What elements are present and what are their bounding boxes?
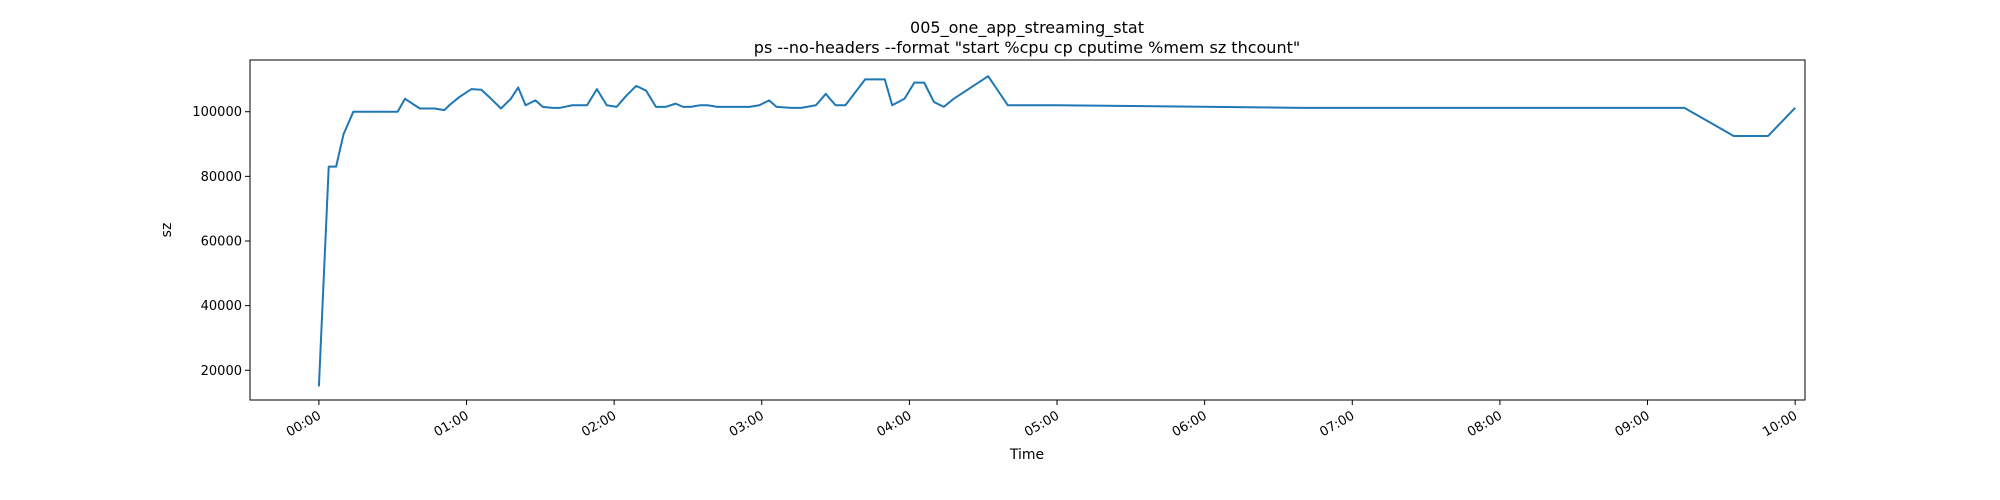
x-tick-label: 05:00 [1022,408,1062,440]
y-tick-label: 100000 [192,105,242,120]
x-tick-label: 03:00 [727,408,767,440]
x-tick-label: 07:00 [1317,408,1357,440]
plot-frame [249,59,1806,401]
x-tick-label: 09:00 [1613,408,1653,440]
y-axis-label: sz [159,223,175,238]
y-tick-label: 60000 [201,234,242,249]
y-tick-label: 80000 [201,170,242,185]
x-tick-label: 01:00 [432,408,472,440]
y-tick-label: 40000 [201,299,242,314]
x-tick-label: 10:00 [1760,408,1800,440]
chart-subtitle: ps --no-headers --format "start %cpu cp … [754,38,1300,57]
chart-title: 005_one_app_streaming_stat [910,18,1144,38]
series-layer [317,75,1796,387]
y-tick-label: 20000 [201,364,242,379]
x-tick-label: 04:00 [874,408,914,440]
x-axis-label: Time [1009,447,1044,463]
x-tick-label: 06:00 [1170,408,1210,440]
x-tick-label: 08:00 [1465,408,1505,440]
x-axis: 00:00 01:00 02:00 03:00 04:00 05:00 06:00 07:00… [284,400,1800,440]
y-axis: 20000 40000 60000 80000 100000 [192,105,250,379]
x-tick-label: 00:00 [284,408,324,440]
x-tick-label: 02:00 [579,408,619,440]
series-line-sz [317,75,1796,387]
